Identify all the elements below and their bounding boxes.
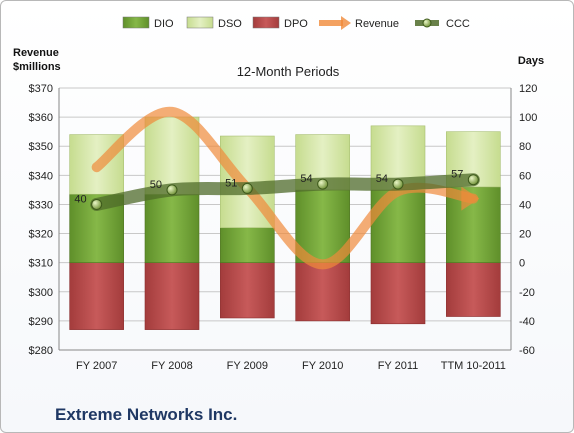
x-tick-label: FY 2010: [302, 360, 343, 372]
revenue-line: [91, 106, 479, 270]
legend-label-dso: DSO: [218, 18, 242, 30]
bars: [69, 116, 501, 330]
right-tick-label: 60: [519, 170, 531, 182]
ccc-data-label: 54: [376, 173, 388, 185]
right-tick-label: -20: [519, 287, 535, 299]
bar-dio: [220, 227, 275, 263]
bar-dpo: [144, 262, 200, 330]
ccc-data-label: 57: [451, 169, 463, 181]
company-name: Extreme Networks Inc.: [55, 405, 238, 424]
bar-dpo: [446, 262, 501, 317]
right-tick-label: 100: [519, 112, 537, 124]
ccc-point: [467, 174, 479, 186]
x-tick-label: FY 2009: [227, 360, 268, 372]
bar-dio: [144, 193, 200, 263]
left-tick-label: $350: [29, 141, 53, 153]
ccc-point: [317, 178, 329, 190]
left-tick-label: $300: [29, 287, 53, 299]
x-tick-label: TTM 10-2011: [441, 360, 506, 372]
bar-dpo: [69, 262, 124, 330]
bar-dpo: [295, 262, 350, 322]
y-left-title-line1: Revenue: [13, 47, 59, 59]
bar-dso: [144, 116, 200, 195]
left-tick-label: $370: [29, 83, 53, 95]
left-tick-label: $290: [29, 316, 53, 328]
left-tick-label: $330: [29, 199, 53, 211]
x-tick-label: FY 2008: [151, 360, 192, 372]
axis-labels: $280 $290 $300 $310 $320 $330 $340 $350 $360 $370…: [13, 47, 544, 372]
ccc-data-label: 51: [225, 177, 237, 189]
legend-marker-ccc: [422, 18, 432, 28]
legend-swatch-dso: [186, 16, 214, 29]
revenue-series: [91, 106, 480, 270]
chart-title: 12-Month Periods: [237, 64, 340, 79]
left-tick-label: $320: [29, 229, 53, 241]
legend-label-revenue: Revenue: [355, 18, 399, 30]
ccc-data-label: 50: [150, 179, 162, 191]
legend-label-ccc: CCC: [446, 18, 470, 30]
legend-label-dpo: DPO: [284, 18, 308, 30]
x-tick-label: FY 2007: [76, 360, 117, 372]
left-tick-label: $280: [29, 345, 53, 357]
right-tick-label: 0: [519, 258, 525, 270]
left-tick-label: $340: [29, 170, 53, 182]
ccc-data-label: 54: [300, 173, 312, 185]
right-tick-label: 20: [519, 229, 531, 241]
right-tick-label: 120: [519, 83, 537, 95]
ccc-point: [392, 178, 404, 190]
legend-label-dio: DIO: [154, 18, 174, 30]
ccc-line: [90, 173, 480, 211]
gridlines: [59, 87, 511, 351]
right-tick-label: 80: [519, 141, 531, 153]
ccc-point: [166, 184, 178, 196]
axes: [58, 88, 512, 351]
revenue-arrowhead: [461, 186, 480, 211]
ccc-series: 40 50 51 54 54 57: [74, 169, 480, 211]
ccc-data-label: 40: [74, 193, 86, 205]
ccc-point: [241, 182, 253, 194]
right-tick-label: 40: [519, 199, 531, 211]
y-left-title-line2: $millions: [13, 61, 61, 73]
bar-dpo: [220, 262, 275, 319]
right-tick-label: -60: [519, 345, 535, 357]
legend: DIO DSO DPO Revenue CCC: [122, 16, 470, 30]
left-tick-label: $310: [29, 258, 53, 270]
bar-dpo: [370, 262, 426, 325]
y-right-title: Days: [518, 55, 544, 67]
x-tick-label: FY 2011: [378, 360, 419, 372]
legend-arrowhead-revenue: [341, 16, 351, 30]
left-tick-label: $360: [29, 112, 53, 124]
legend-swatch-dio: [122, 16, 150, 29]
legend-swatch-dpo: [252, 16, 280, 29]
ccc-point: [91, 198, 103, 210]
right-tick-label: -40: [519, 316, 535, 328]
